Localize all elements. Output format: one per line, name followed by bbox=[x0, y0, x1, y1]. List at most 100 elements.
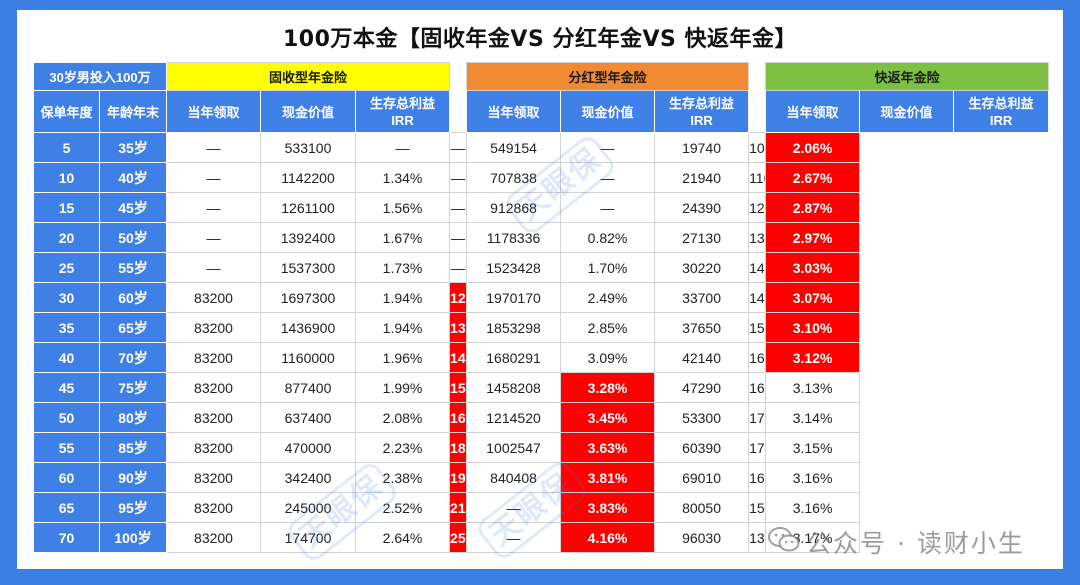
table-row: 50 80岁 83200 637400 2.08% 167860 1214520… bbox=[33, 402, 1049, 433]
quick-cash-value-cell: 1417880 bbox=[748, 252, 767, 283]
age-cell: 45岁 bbox=[99, 192, 167, 223]
table-row: 15 45岁 — 1261100 1.56% — 912868 — 24390 … bbox=[33, 192, 1049, 223]
dividend-irr-cell: 1.70% bbox=[560, 252, 656, 283]
quick-cash-value-cell: 1365170 bbox=[748, 522, 767, 553]
fixed-payout-cell: 83200 bbox=[166, 432, 261, 463]
quick-payout-cell: 53300 bbox=[654, 402, 750, 433]
dividend-irr-cell: 4.16% bbox=[560, 522, 656, 553]
fixed-cash-value-cell: 1697300 bbox=[260, 282, 356, 313]
fixed-cash-value-cell: 1261100 bbox=[260, 192, 356, 223]
age-cell: 70岁 bbox=[99, 342, 167, 373]
dividend-payout-cell: 122160 bbox=[449, 282, 468, 313]
section-header-row: 30岁男投入100万 固收型年金险 分红型年金险 快返年金险 bbox=[33, 62, 1050, 133]
quick-payout-cell: 37650 bbox=[654, 312, 750, 343]
table-row: 25 55岁 — 1537300 1.73% — 1523428 1.70% 3… bbox=[33, 252, 1049, 283]
policy-year-cell: 65 bbox=[33, 492, 100, 523]
table-row: 45 75岁 83200 877400 1.99% 154840 1458208… bbox=[33, 372, 1049, 403]
dividend-irr-cell: 3.45% bbox=[560, 402, 656, 433]
page-title: 100万本金【固收年金VS 分红年金VS 快返年金】 bbox=[283, 27, 797, 52]
col-dividend-irr: 生存总利益IRR bbox=[654, 90, 750, 133]
dividend-cash-value-cell: 549154 bbox=[466, 132, 562, 163]
quick-annuity-header: 快返年金险 bbox=[765, 62, 1050, 91]
col-fixed-irr-label: 生存总利益IRR bbox=[370, 95, 436, 128]
dividend-irr-cell: — bbox=[560, 192, 656, 223]
fixed-irr-cell: 2.08% bbox=[354, 402, 451, 433]
fixed-cash-value-cell: 637400 bbox=[260, 402, 356, 433]
policy-year-cell: 50 bbox=[33, 402, 100, 433]
dividend-irr-cell: 2.49% bbox=[560, 282, 656, 313]
fixed-payout-cell: 83200 bbox=[166, 462, 261, 493]
quick-irr-cell: 3.16% bbox=[765, 462, 861, 493]
table-row: 65 95岁 83200 245000 2.52% 218600 — 3.83%… bbox=[33, 492, 1049, 523]
fixed-payout-cell: 83200 bbox=[166, 522, 261, 553]
quick-payout-cell: 19740 bbox=[654, 132, 750, 163]
age-cell: 95岁 bbox=[99, 492, 167, 523]
dividend-cash-value-cell: — bbox=[466, 492, 562, 523]
dividend-cash-value-cell: 1214520 bbox=[466, 402, 562, 433]
table-row: 20 50岁 — 1392400 1.67% — 1178336 0.82% 2… bbox=[33, 222, 1049, 253]
dividend-payout-cell: 167860 bbox=[449, 402, 468, 433]
fixed-cash-value-cell: 1160000 bbox=[260, 342, 356, 373]
table-row: 70 100岁 83200 174700 2.64% 253760 — 4.16… bbox=[33, 522, 1049, 553]
quick-irr-cell: 3.07% bbox=[765, 282, 861, 313]
policy-year-cell: 10 bbox=[33, 162, 100, 193]
fixed-cash-value-cell: 1392400 bbox=[260, 222, 356, 253]
dividend-irr-cell: 3.09% bbox=[560, 342, 656, 373]
quick-irr-cell: 3.16% bbox=[765, 492, 861, 523]
fixed-payout-cell: — bbox=[166, 132, 261, 163]
dividend-payout-cell: — bbox=[449, 222, 468, 253]
fixed-irr-cell: 1.56% bbox=[354, 192, 451, 223]
dividend-cash-value-cell: 1970170 bbox=[466, 282, 562, 313]
table-row: 35 65岁 83200 1436900 1.94% 132160 185329… bbox=[33, 312, 1049, 343]
policy-year-cell: 15 bbox=[33, 192, 100, 223]
col-quick-payout: 当年领取 bbox=[765, 90, 861, 133]
dividend-payout-cell: 143000 bbox=[449, 342, 468, 373]
fixed-cash-value-cell: 342400 bbox=[260, 462, 356, 493]
quick-irr-cell: 2.67% bbox=[765, 162, 861, 193]
policy-year-cell: 35 bbox=[33, 312, 100, 343]
fixed-irr-cell: 1.99% bbox=[354, 372, 451, 403]
quick-cash-value-cell: 1251600 bbox=[748, 192, 767, 223]
dividend-cash-value-cell: — bbox=[466, 522, 562, 553]
fixed-irr-cell: 2.64% bbox=[354, 522, 451, 553]
quick-irr-cell: 2.06% bbox=[765, 132, 861, 163]
col-fixed-irr: 生存总利益IRR bbox=[354, 90, 451, 133]
fixed-irr-cell: 2.23% bbox=[354, 432, 451, 463]
quick-cash-value-cell: 1636210 bbox=[748, 342, 767, 373]
age-cell: 65岁 bbox=[99, 312, 167, 343]
quick-payout-cell: 47290 bbox=[654, 372, 750, 403]
table-row: 30 60岁 83200 1697300 1.94% 122160 197017… bbox=[33, 282, 1049, 313]
quick-irr-cell: 3.14% bbox=[765, 402, 861, 433]
column-header-row: 保单年度 年龄年末 当年领取 现金价值 生存总利益IRR 当年领取 现金价值 生… bbox=[33, 90, 1050, 133]
dividend-payout-cell: — bbox=[449, 192, 468, 223]
age-cell: 55岁 bbox=[99, 252, 167, 283]
fixed-irr-cell: 1.67% bbox=[354, 222, 451, 253]
dividend-cash-value-cell: 707838 bbox=[466, 162, 562, 193]
dividend-cash-value-cell: 912868 bbox=[466, 192, 562, 223]
dividend-irr-cell: 3.28% bbox=[560, 372, 656, 403]
fixed-cash-value-cell: 470000 bbox=[260, 432, 356, 463]
dividend-payout-cell: 198570 bbox=[449, 462, 468, 493]
quick-payout-cell: 21940 bbox=[654, 162, 750, 193]
fixed-cash-value-cell: 174700 bbox=[260, 522, 356, 553]
quick-irr-cell: 3.03% bbox=[765, 252, 861, 283]
fixed-payout-cell: — bbox=[166, 222, 261, 253]
col-quick-irr: 生存总利益IRR bbox=[953, 90, 1050, 133]
fixed-cash-value-cell: 1537300 bbox=[260, 252, 356, 283]
fixed-cash-value-cell: 533100 bbox=[260, 132, 356, 163]
dividend-payout-cell: 182270 bbox=[449, 432, 468, 463]
fixed-payout-cell: 83200 bbox=[166, 372, 261, 403]
quick-cash-value-cell: 1714420 bbox=[748, 402, 767, 433]
age-cell: 50岁 bbox=[99, 222, 167, 253]
col-quick-irr-label: 生存总利益IRR bbox=[968, 95, 1034, 128]
dividend-irr-cell: 3.81% bbox=[560, 462, 656, 493]
fixed-irr-cell: 1.94% bbox=[354, 312, 451, 343]
col-dividend-payout: 当年领取 bbox=[466, 90, 562, 133]
dividend-cash-value-cell: 1523428 bbox=[466, 252, 562, 283]
age-cell: 85岁 bbox=[99, 432, 167, 463]
dividend-cash-value-cell: 1002547 bbox=[466, 432, 562, 463]
quick-irr-cell: 3.13% bbox=[765, 372, 861, 403]
dividend-irr-cell: 3.63% bbox=[560, 432, 656, 463]
quick-payout-cell: 33700 bbox=[654, 282, 750, 313]
quick-irr-cell: 3.15% bbox=[765, 432, 861, 463]
